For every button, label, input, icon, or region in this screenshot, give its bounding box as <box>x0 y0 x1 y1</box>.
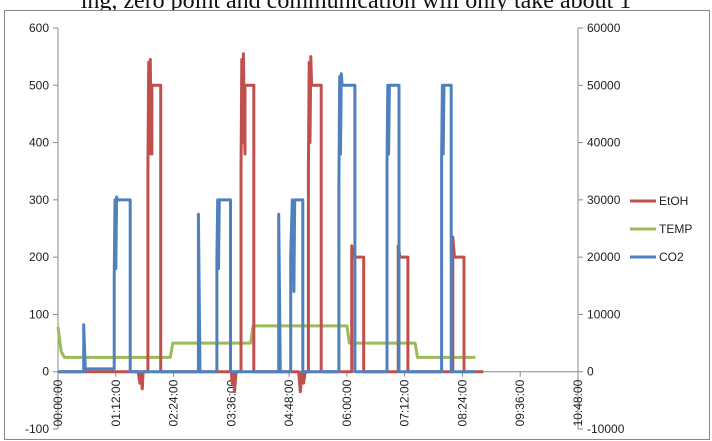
y-left-tick-label: 600 <box>29 21 49 35</box>
y-right-tick-label: 0 <box>587 365 594 379</box>
y-left-tick-label: -100 <box>25 422 49 436</box>
y-left-tick-label: 0 <box>42 365 49 379</box>
x-tick-label: 09:36:00 <box>513 379 527 426</box>
y-left-tick-label: 300 <box>29 193 49 207</box>
x-tick-label: 10:48:00 <box>571 379 585 426</box>
x-tick-label: 01:12:00 <box>109 379 123 426</box>
legend-label-co2: CO2 <box>659 250 684 264</box>
y-right-tick-label: 60000 <box>587 21 621 35</box>
series-line-etoh <box>58 52 484 394</box>
series-line-temp <box>56 324 476 359</box>
x-tick-label: 04:48:00 <box>282 379 296 426</box>
y-right-tick-label: 40000 <box>587 136 621 150</box>
y-right-tick-label: 10000 <box>587 307 621 321</box>
y-left-tick-label: 200 <box>29 250 49 264</box>
series-line-co2 <box>58 72 476 374</box>
x-tick-label: 08:24:00 <box>455 379 469 426</box>
x-tick-label: 02:24:00 <box>167 379 181 426</box>
legend-label-temp: TEMP <box>659 222 692 236</box>
y-right-tick-label: 50000 <box>587 78 621 92</box>
y-left-tick-label: 500 <box>29 78 49 92</box>
y-right-tick-label: -10000 <box>587 422 625 436</box>
x-tick-label: 06:00:00 <box>340 379 354 426</box>
y-right-tick-label: 30000 <box>587 193 621 207</box>
x-tick-label: 00:00:00 <box>51 379 65 426</box>
legend-label-etoh: EtOH <box>659 194 688 208</box>
x-tick-label: 07:12:00 <box>398 379 412 426</box>
y-left-tick-label: 400 <box>29 136 49 150</box>
chart-area <box>4 10 710 440</box>
y-left-tick-label: 100 <box>29 307 49 321</box>
y-right-tick-label: 20000 <box>587 250 621 264</box>
legend: EtOH TEMP CO2 <box>630 194 692 264</box>
